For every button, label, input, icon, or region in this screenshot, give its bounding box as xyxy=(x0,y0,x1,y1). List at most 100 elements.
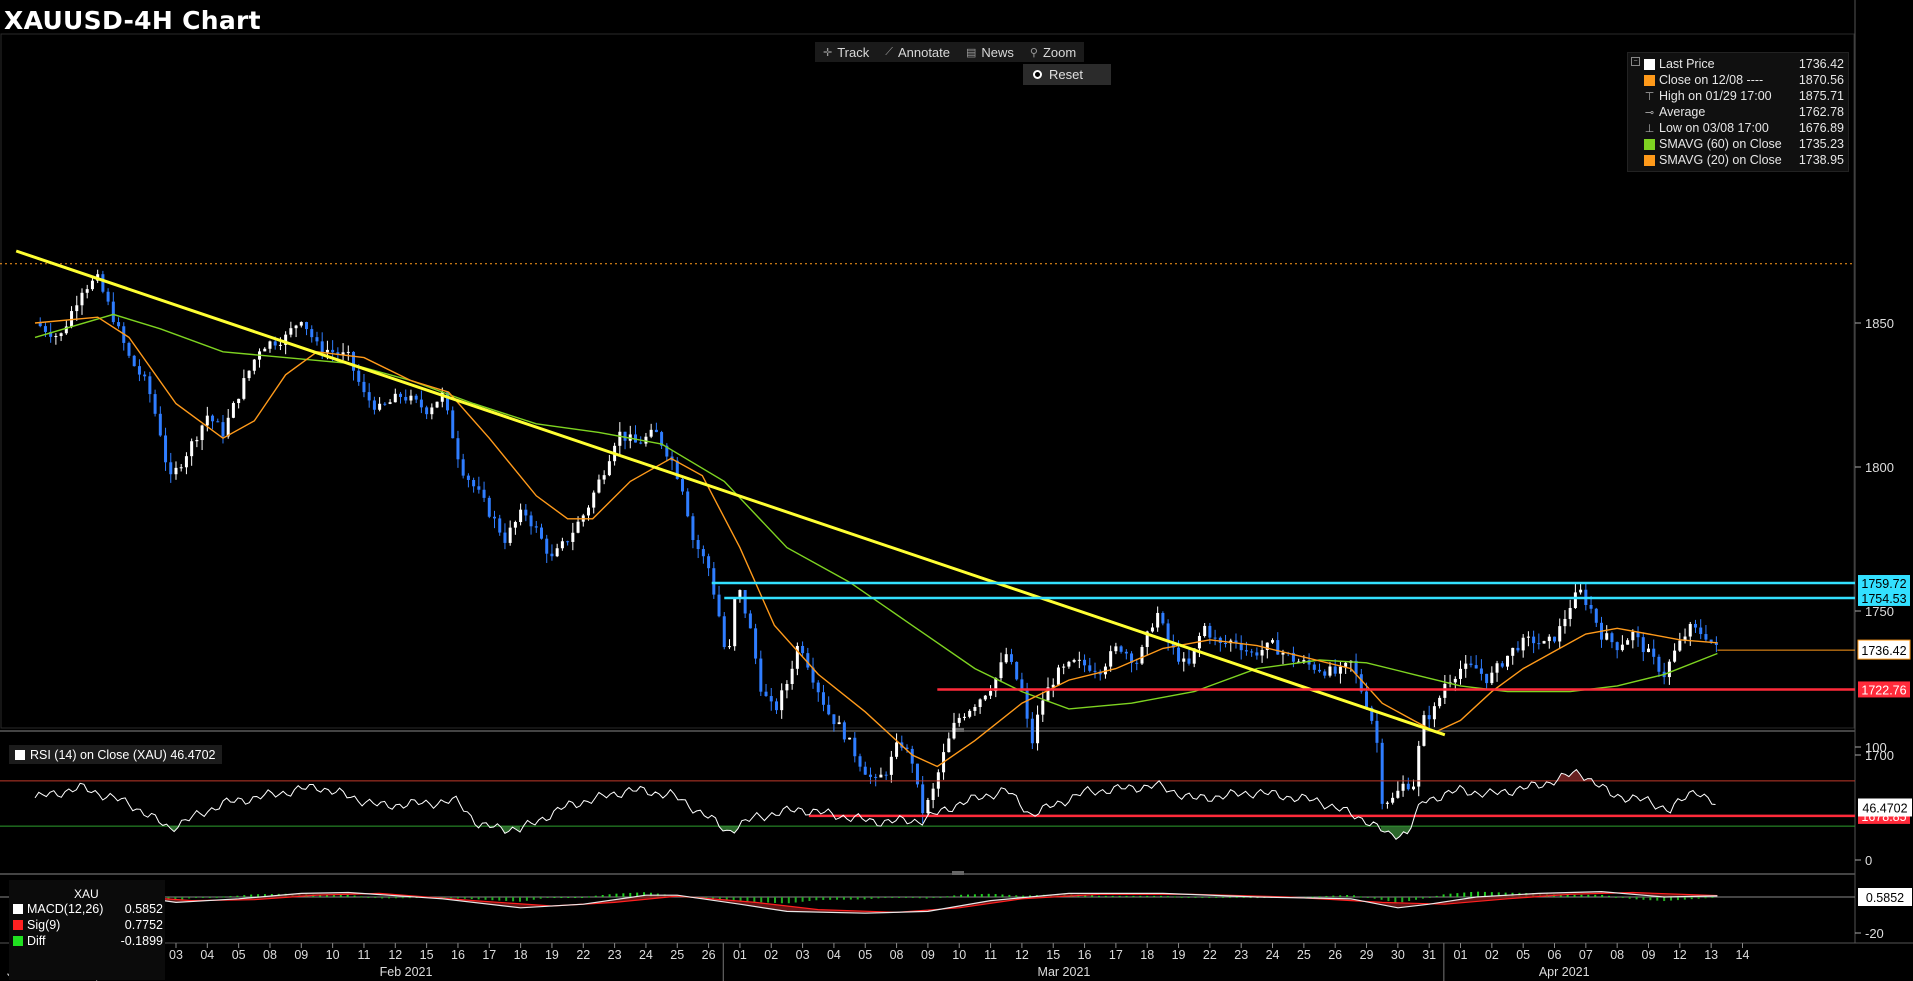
legend-item-label: High on 01/29 17:00 xyxy=(1659,89,1772,103)
macd-value-tag xyxy=(1858,888,1912,906)
x-tick-label: 19 xyxy=(1172,948,1186,962)
macd-histogram-bar xyxy=(525,897,528,901)
candle-body xyxy=(529,515,533,527)
x-tick-label: 29 xyxy=(1360,948,1374,962)
macd-histogram-bar xyxy=(842,897,845,900)
candle-body xyxy=(1485,673,1489,684)
macd-histogram-bar xyxy=(877,897,880,899)
candle-body xyxy=(989,691,993,696)
candle-body xyxy=(461,459,465,476)
candlestick-series xyxy=(38,269,1718,824)
candle-body xyxy=(493,516,497,519)
macd-histogram-bar xyxy=(1242,897,1245,898)
x-tick-label: 11 xyxy=(984,948,997,962)
sma60-line xyxy=(34,313,1718,710)
candle-body xyxy=(399,393,403,397)
macd-histogram-bar xyxy=(1346,895,1349,897)
x-tick-label: 08 xyxy=(1610,948,1624,962)
macd-histogram-bar xyxy=(1339,895,1342,897)
reset-button[interactable]: Reset xyxy=(1023,64,1111,85)
macd-histogram-bar xyxy=(1091,895,1094,897)
macd-histogram-bar xyxy=(808,897,811,901)
macd-histogram-bar xyxy=(518,897,521,902)
candle-body xyxy=(75,305,79,312)
candle-body xyxy=(858,756,862,767)
macd-histogram-bar xyxy=(250,894,253,897)
macd-histogram-bar xyxy=(374,897,377,898)
macd-header: XAU xyxy=(74,887,99,901)
candle-body xyxy=(863,766,867,775)
macd-histogram-bar xyxy=(1711,897,1714,898)
news-button[interactable]: ▤ News xyxy=(958,42,1022,62)
x-tick-label: 22 xyxy=(576,948,590,962)
track-button[interactable]: ✛ Track xyxy=(815,42,877,62)
macd-histogram-bar xyxy=(780,897,783,904)
candle-body xyxy=(968,710,972,717)
candle-body xyxy=(164,435,168,463)
macd-histogram-bar xyxy=(532,897,535,900)
candle-body xyxy=(1025,690,1029,719)
candle-body xyxy=(513,522,517,528)
macd-value-tag-label: 0.5852 xyxy=(1866,891,1904,905)
candle-body xyxy=(759,658,763,692)
macd-histogram-bar xyxy=(1401,897,1404,903)
macd-histogram-bar xyxy=(980,894,983,897)
macd-histogram-bar xyxy=(367,897,370,898)
macd-histogram-bar xyxy=(181,897,184,900)
sig-row-value: 0.7752 xyxy=(124,918,163,932)
candle-body xyxy=(1667,661,1671,678)
macd-histogram-bar xyxy=(904,897,907,898)
macd-histogram-bar xyxy=(746,897,749,902)
candle-body xyxy=(790,668,794,684)
candle-body xyxy=(602,475,606,480)
x-tick-label: 07 xyxy=(1579,948,1593,962)
candle-body xyxy=(482,489,486,498)
macd-histogram-bar xyxy=(1690,897,1693,900)
macd-histogram-bar xyxy=(801,897,804,902)
legend-collapse-icon[interactable]: − xyxy=(1631,57,1640,66)
annotate-button[interactable]: ⟋ Annotate xyxy=(877,42,958,62)
candle-body xyxy=(477,486,481,490)
macd-histogram-bar xyxy=(960,894,963,897)
macd-histogram-bar xyxy=(898,897,901,898)
macd-histogram-bar xyxy=(1670,897,1673,901)
candle-body xyxy=(1177,647,1181,662)
candle-body xyxy=(472,479,476,487)
x-tick-label: 15 xyxy=(420,948,434,962)
candle-body xyxy=(1401,783,1405,791)
macd-histogram-bar xyxy=(711,897,714,899)
x-tick-label: 31 xyxy=(1422,948,1436,962)
legend-swatch xyxy=(1644,74,1655,86)
candle-body xyxy=(1709,639,1713,643)
candle-body xyxy=(962,716,966,718)
candle-body xyxy=(973,706,977,711)
candle-body xyxy=(639,442,643,444)
candle-body xyxy=(1328,666,1332,676)
macd-histogram-bar xyxy=(1008,894,1011,897)
price-legend: − Last Price 1736.42 Close on 12/08 ---- 18… xyxy=(1627,52,1849,172)
candle-body xyxy=(926,800,930,814)
x-tick-label: 09 xyxy=(921,948,935,962)
candle-body xyxy=(952,722,956,739)
macd-histogram-bar xyxy=(1415,897,1418,900)
legend-item-label: Average xyxy=(1659,105,1706,119)
macd-histogram-bar xyxy=(1463,892,1466,897)
macd-histogram-bar xyxy=(601,894,604,897)
x-tick-label: 25 xyxy=(1297,948,1311,962)
candle-body xyxy=(284,334,288,345)
zoom-button[interactable]: ⚲ Zoom xyxy=(1022,42,1084,62)
candle-body xyxy=(1020,679,1024,691)
candle-body xyxy=(592,492,596,508)
candle-body xyxy=(310,329,314,338)
candle-body xyxy=(1260,650,1264,656)
candle-body xyxy=(362,381,366,393)
macd-histogram-bar xyxy=(725,897,728,900)
rsi-label-text: RSI (14) on Close (XAU) 46.4702 xyxy=(30,747,216,762)
sig-row: Sig(9) 0.7752 xyxy=(13,918,163,932)
chart-title: XAUUSD-4H Chart xyxy=(4,6,261,35)
macd-histogram-bar xyxy=(1180,896,1183,898)
candle-body xyxy=(957,717,961,723)
macd-histogram-bar xyxy=(918,897,921,899)
macd-histogram-bar xyxy=(1408,897,1411,901)
